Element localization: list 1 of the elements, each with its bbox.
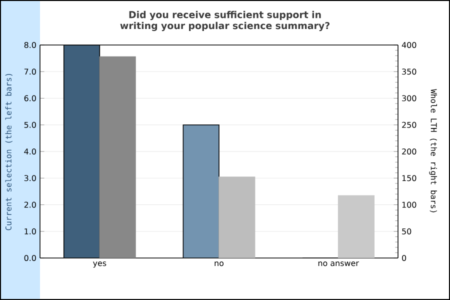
chart-title: Did you receive sufficient support in writing your popular science summary? bbox=[120, 10, 330, 32]
